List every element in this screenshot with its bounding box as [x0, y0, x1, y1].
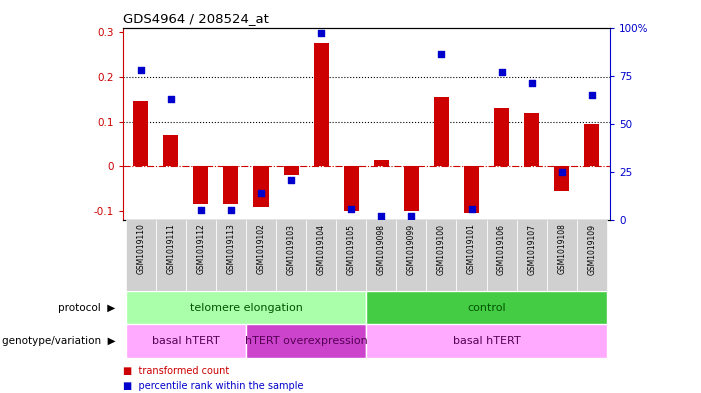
Text: GSM1019106: GSM1019106	[497, 224, 506, 275]
Text: genotype/variation  ▶: genotype/variation ▶	[2, 336, 116, 346]
Bar	[426, 220, 456, 291]
Point	[496, 69, 508, 75]
Text: GSM1019109: GSM1019109	[587, 224, 597, 275]
Point	[285, 176, 297, 183]
Point	[526, 80, 537, 86]
Bar	[216, 220, 246, 291]
Text: ■  transformed count: ■ transformed count	[123, 366, 229, 376]
Bar	[313, 43, 329, 166]
Bar	[434, 97, 449, 166]
Bar	[367, 324, 607, 358]
Text: GSM1019099: GSM1019099	[407, 224, 416, 275]
Bar	[224, 166, 238, 204]
Bar	[125, 324, 246, 358]
Bar	[374, 160, 389, 166]
Bar	[246, 220, 276, 291]
Text: control: control	[468, 303, 506, 312]
Point	[165, 95, 177, 102]
Point	[346, 206, 357, 212]
Bar	[156, 220, 186, 291]
Point	[406, 213, 417, 219]
Bar	[396, 220, 426, 291]
Text: ■  percentile rank within the sample: ■ percentile rank within the sample	[123, 381, 303, 391]
Text: GSM1019098: GSM1019098	[377, 224, 386, 275]
Text: GSM1019107: GSM1019107	[527, 224, 536, 275]
Bar	[486, 220, 517, 291]
Text: GSM1019104: GSM1019104	[317, 224, 326, 275]
Bar	[276, 220, 306, 291]
Bar	[163, 135, 178, 166]
Point	[135, 67, 147, 73]
Point	[376, 213, 387, 219]
Bar	[284, 166, 299, 175]
Point	[225, 208, 236, 214]
Bar	[125, 220, 156, 291]
Bar	[254, 166, 268, 207]
Text: GSM1019110: GSM1019110	[136, 224, 145, 274]
Text: telomere elongation: telomere elongation	[189, 303, 302, 312]
Point	[315, 30, 327, 37]
Point	[586, 92, 597, 98]
Text: basal hTERT: basal hTERT	[152, 336, 219, 346]
Bar	[367, 291, 607, 324]
Bar	[125, 291, 367, 324]
Bar	[554, 166, 569, 191]
Text: GSM1019100: GSM1019100	[437, 224, 446, 275]
Bar	[464, 166, 479, 213]
Point	[436, 51, 447, 58]
Bar	[246, 324, 367, 358]
Text: GDS4964 / 208524_at: GDS4964 / 208524_at	[123, 12, 268, 25]
Bar	[494, 108, 509, 166]
Text: hTERT overexpression: hTERT overexpression	[245, 336, 367, 346]
Point	[556, 169, 567, 175]
Bar	[456, 220, 486, 291]
Text: GSM1019105: GSM1019105	[347, 224, 355, 275]
Bar	[547, 220, 577, 291]
Point	[196, 208, 207, 214]
Text: GSM1019108: GSM1019108	[557, 224, 566, 274]
Bar	[306, 220, 336, 291]
Bar	[193, 166, 208, 204]
Text: GSM1019111: GSM1019111	[166, 224, 175, 274]
Bar	[404, 166, 419, 211]
Text: GSM1019101: GSM1019101	[467, 224, 476, 274]
Text: GSM1019103: GSM1019103	[287, 224, 296, 275]
Bar	[517, 220, 547, 291]
Point	[255, 190, 266, 196]
Bar	[186, 220, 216, 291]
Bar	[133, 101, 148, 166]
Text: GSM1019112: GSM1019112	[196, 224, 205, 274]
Text: basal hTERT: basal hTERT	[453, 336, 520, 346]
Text: GSM1019102: GSM1019102	[257, 224, 266, 274]
Point	[466, 206, 477, 212]
Bar	[577, 220, 607, 291]
Bar	[585, 124, 599, 166]
Bar	[343, 166, 359, 211]
Bar	[336, 220, 367, 291]
Bar	[367, 220, 396, 291]
Text: protocol  ▶: protocol ▶	[58, 303, 116, 312]
Bar	[524, 113, 539, 166]
Text: GSM1019113: GSM1019113	[226, 224, 236, 274]
